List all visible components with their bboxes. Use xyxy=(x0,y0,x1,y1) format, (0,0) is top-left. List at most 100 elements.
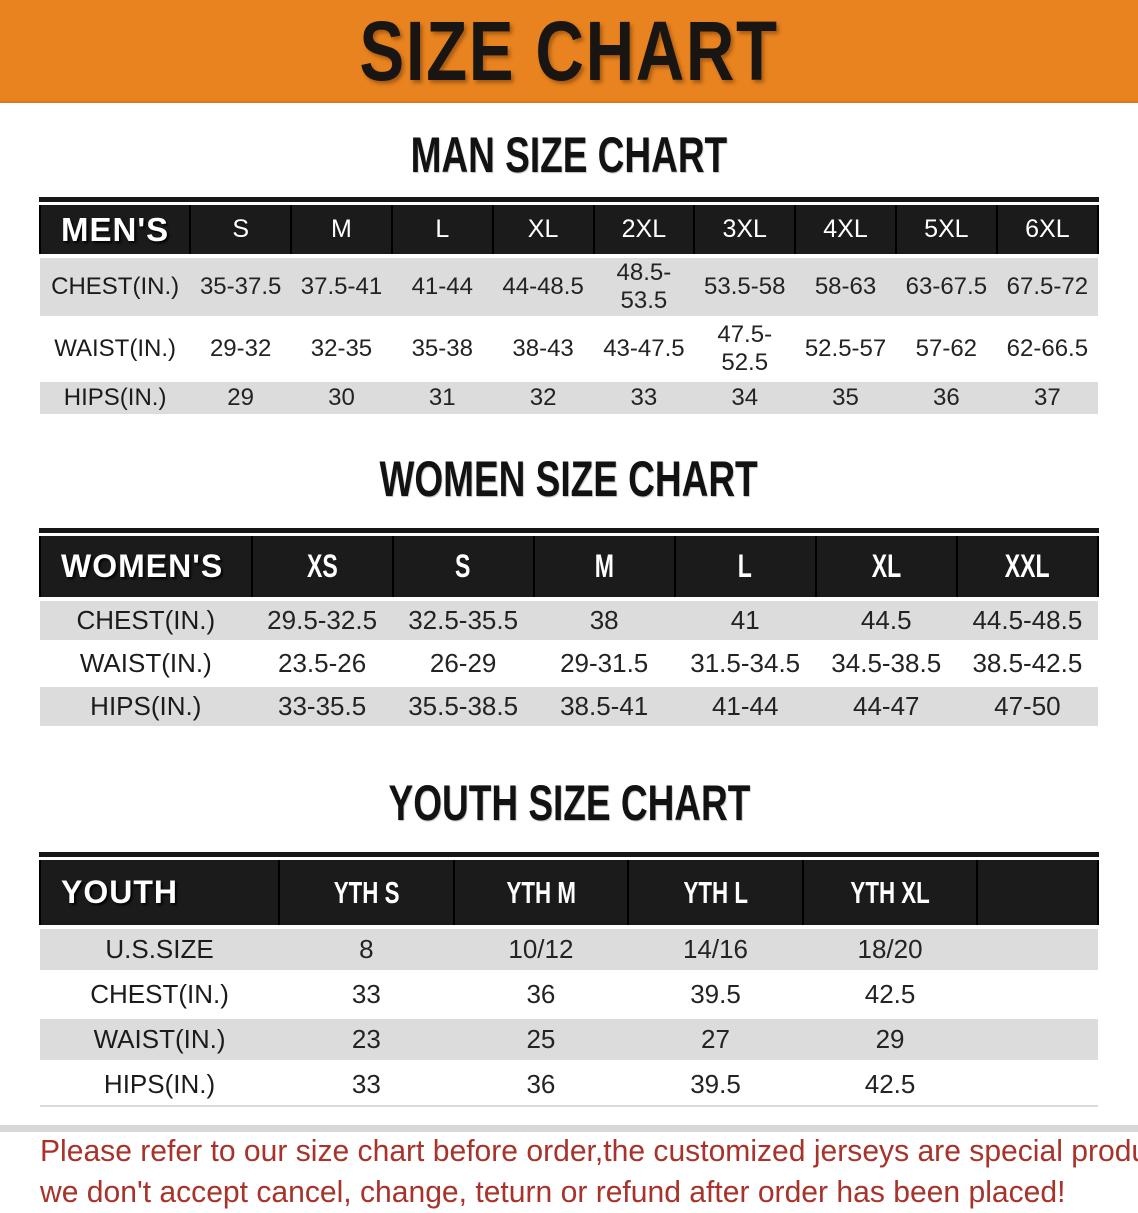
banner-title: SIZE CHART xyxy=(359,3,779,98)
size-cell: 62-66.5 xyxy=(996,316,1098,380)
size-cell: 37 xyxy=(996,378,1098,414)
size-cell: 30 xyxy=(291,378,392,414)
size-cell: 36 xyxy=(895,378,997,414)
size-cell: 67.5-72 xyxy=(996,254,1098,318)
size-col-header-cell: S xyxy=(391,536,535,599)
size-col-header: L xyxy=(738,548,753,584)
size-cell: 14/16 xyxy=(628,925,803,972)
size-cell: 34 xyxy=(694,378,796,414)
row-label: WAIST(IN.) xyxy=(40,1015,280,1062)
size-col-header: S xyxy=(455,548,471,584)
size-col-header-cell: S xyxy=(189,205,293,256)
table-header-label-cell: YOUTH xyxy=(38,860,281,927)
disclaimer-line-1: Please refer to our size chart before or… xyxy=(40,1133,1138,1168)
size-col-header-cell: 4XL xyxy=(794,205,897,256)
table-header-row: WOMEN'S XS S M L XL XXL xyxy=(39,536,1100,599)
size-cell: 29 xyxy=(802,1015,978,1062)
size-cell: 23 xyxy=(279,1015,454,1062)
size-col-header-cell: 6XL xyxy=(995,205,1100,256)
table-header: WOMEN'S XS S M L XL XXL xyxy=(39,536,1100,599)
size-table-wrap: WOMEN'S XS S M L XL XXL CHEST(IN.) 29.5-32.5 32.5… xyxy=(39,528,1100,726)
section-heading: MAN SIZE CHART xyxy=(410,127,728,183)
size-col-header-cell: 2XL xyxy=(592,205,696,256)
size-cell: 34.5-38.5 xyxy=(815,640,957,685)
size-cell: 58-63 xyxy=(795,254,896,318)
table-row: WAIST(IN.) 29-32 32-35 35-38 38-43 43-47.5 47.… xyxy=(40,316,1098,380)
size-cell: 38.5-42.5 xyxy=(956,640,1098,685)
filler-cell xyxy=(977,1015,1098,1062)
size-cell: 43-47.5 xyxy=(593,316,695,380)
size-cell: 32.5-35.5 xyxy=(392,597,534,642)
image-bottom-edge xyxy=(0,1125,1138,1132)
size-cell: 35-38 xyxy=(391,316,493,380)
size-cell: 52.5-57 xyxy=(795,316,896,380)
size-col-header-cell: M xyxy=(290,205,393,256)
size-cell: 38-43 xyxy=(492,316,594,380)
table-header-row: MEN'S S M L XL 2XL 3XL 4XL 5XL 6XL xyxy=(38,205,1100,256)
size-col-header: 3XL xyxy=(722,215,767,243)
size-col-header-cell: XL xyxy=(814,536,958,599)
table-header: MEN'S S M L XL 2XL 3XL 4XL 5XL 6XL xyxy=(38,205,1100,256)
size-cell: 63-67.5 xyxy=(895,254,997,318)
size-cell: 33-35.5 xyxy=(251,683,393,726)
table-row: HIPS(IN.) 33-35.5 35.5-38.5 38.5-41 41-44 44-… xyxy=(40,683,1098,726)
size-cell: 53.5-58 xyxy=(694,254,796,318)
size-cell: 41 xyxy=(674,597,816,642)
table-header: YOUTH YTH S YTH M YTH L YTH XL xyxy=(38,860,1099,927)
size-col-header: XS xyxy=(306,548,338,584)
size-cell: 39.5 xyxy=(628,1060,803,1107)
filler-cell xyxy=(977,925,1098,972)
table-body: U.S.SIZE 8 10/12 14/16 18/20 CHEST(IN.) 33 36 39… xyxy=(40,925,1098,1107)
size-cell: 42.5 xyxy=(802,970,978,1017)
size-cell: 57-62 xyxy=(895,316,997,380)
size-col-header: L xyxy=(435,215,450,243)
size-cell: 42.5 xyxy=(802,1060,978,1107)
size-col-header-cell: XXL xyxy=(955,536,1100,599)
size-cell: 29-31.5 xyxy=(533,640,675,685)
size-cell: 47.5-52.5 xyxy=(694,316,796,380)
size-table-wrap: YOUTH YTH S YTH M YTH L YTH XL U.S.SIZE 8 10/12… xyxy=(38,852,1099,1107)
size-cell: 44-47 xyxy=(815,683,957,726)
size-cell: 38 xyxy=(533,597,675,642)
filler-cell xyxy=(977,970,1098,1017)
table-row: U.S.SIZE 8 10/12 14/16 18/20 xyxy=(40,925,1098,972)
size-col-header-cell: L xyxy=(673,536,817,599)
row-label: HIPS(IN.) xyxy=(40,378,191,414)
row-label: CHEST(IN.) xyxy=(40,597,252,642)
size-cell: 41-44 xyxy=(674,683,816,726)
size-tables-container: MAN SIZE CHART MEN'S S M L XL 2XL 3XL 4XL 5XL 6XL C… xyxy=(0,130,1138,1107)
size-cell: 33 xyxy=(593,378,695,414)
size-col-header: YTH S xyxy=(333,874,400,910)
section-heading: YOUTH SIZE CHART xyxy=(388,775,750,831)
row-label: WAIST(IN.) xyxy=(40,316,191,380)
size-cell: 31 xyxy=(391,378,493,414)
size-col-header-cell: L xyxy=(390,205,494,256)
size-cell: 10/12 xyxy=(453,925,629,972)
size-cell: 27 xyxy=(628,1015,803,1062)
row-label: HIPS(IN.) xyxy=(40,1060,280,1107)
size-cell: 35.5-38.5 xyxy=(392,683,534,726)
row-label: CHEST(IN.) xyxy=(40,254,191,318)
table-row: HIPS(IN.) 33 36 39.5 42.5 xyxy=(40,1060,1098,1107)
section-men: MAN SIZE CHART MEN'S S M L XL 2XL 3XL 4XL 5XL 6XL C… xyxy=(0,130,1138,414)
size-chart-banner: SIZE CHART xyxy=(0,0,1138,103)
size-col-header: M xyxy=(594,548,614,584)
row-label: U.S.SIZE xyxy=(40,925,280,972)
size-cell: 35 xyxy=(795,378,896,414)
table-row: HIPS(IN.) 29 30 31 32 33 34 35 36 37 xyxy=(40,378,1098,414)
size-cell: 35-37.5 xyxy=(190,254,292,318)
size-col-header: 4XL xyxy=(823,215,868,243)
size-col-header: 6XL xyxy=(1025,215,1070,243)
size-col-header: XL xyxy=(527,215,559,243)
row-label: WAIST(IN.) xyxy=(40,640,252,685)
size-table: YOUTH YTH S YTH M YTH L YTH XL U.S.SIZE 8 10/12… xyxy=(38,860,1099,1107)
size-col-header-cell: YTH XL xyxy=(801,860,979,927)
size-col-header-cell: YTH L xyxy=(627,860,804,927)
section-heading-wrap: YOUTH SIZE CHART xyxy=(0,778,1138,828)
section-heading-wrap: MAN SIZE CHART xyxy=(0,130,1138,180)
size-cell: 38.5-41 xyxy=(533,683,675,726)
filler-header-cell xyxy=(976,860,1099,927)
size-cell: 47-50 xyxy=(956,683,1098,726)
size-col-header-cell: YTH M xyxy=(452,860,630,927)
table-header-label: YOUTH xyxy=(61,874,178,910)
